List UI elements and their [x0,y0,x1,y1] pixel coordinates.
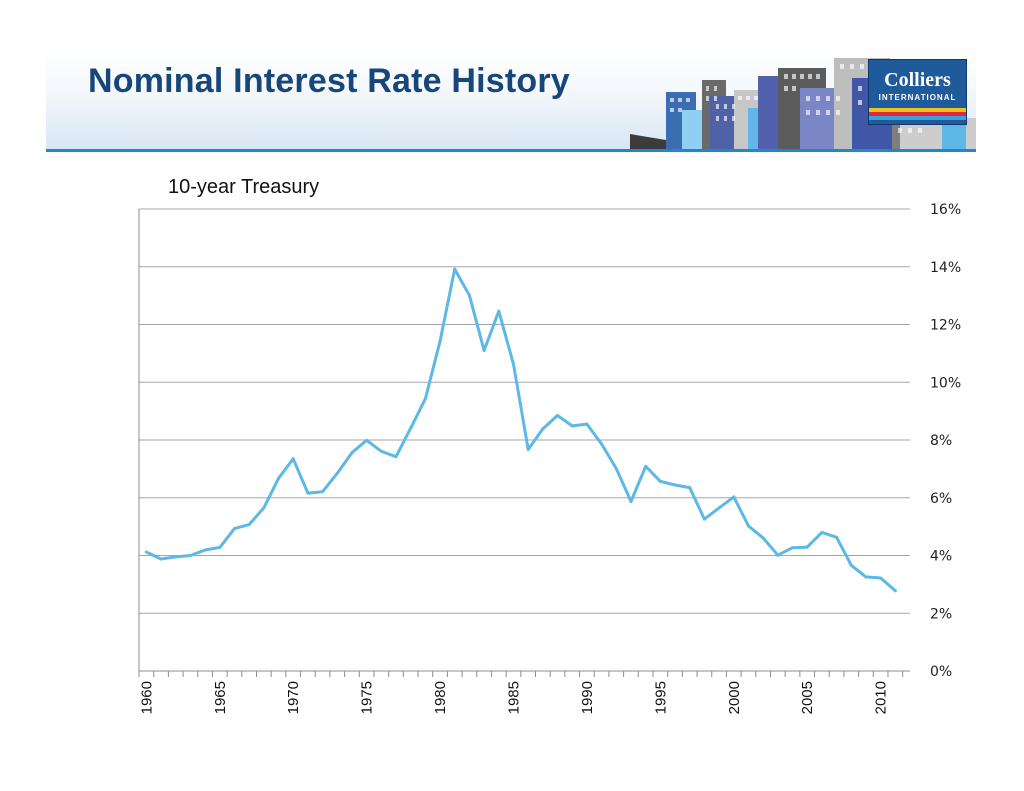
data-point [644,464,648,468]
data-point [277,476,281,480]
data-point [144,550,148,554]
chart-title: 10-year Treasury [168,176,320,198]
data-point [570,424,574,428]
x-tick-label: 1990 [579,681,596,714]
data-point [423,397,427,401]
header-rule [46,149,976,152]
data-point [629,500,633,504]
y-tick-label: 6% [930,491,952,507]
x-tick-label: 1975 [359,681,376,714]
data-point [379,449,383,453]
data-point [438,339,442,343]
data-point [482,348,486,352]
data-point [174,555,178,559]
x-tick-label: 2010 [873,681,890,714]
x-tick-label: 1995 [652,681,669,714]
data-point [453,267,457,271]
y-tick-label: 14% [930,260,961,276]
data-point [394,455,398,459]
y-tick-label: 2% [930,606,952,622]
data-point [526,448,530,452]
y-tick-label: 0% [930,664,952,680]
x-tick-label: 2005 [799,681,816,714]
data-point [791,546,795,550]
data-point [218,545,222,549]
data-point [688,486,692,490]
y-tick-label: 10% [930,375,961,391]
data-point [511,362,515,366]
data-point [188,554,192,557]
page-title: Nominal Interest Rate History [88,62,570,100]
x-tick-label: 1985 [505,681,522,714]
data-point [835,535,839,539]
data-point [247,523,251,527]
y-tick-label: 4% [930,549,952,565]
logo-subtitle: INTERNATIONAL [878,93,957,102]
data-point [159,557,163,561]
data-point [805,545,809,549]
data-point [262,506,266,510]
data-point [864,575,868,579]
data-point [232,527,236,531]
y-tick-label: 12% [930,318,961,334]
y-tick-label: 8% [930,433,952,449]
data-point [614,467,618,471]
data-point [746,524,750,528]
logo-name: Colliers [884,69,951,91]
data-point [761,536,765,540]
data-point [849,563,853,567]
x-tick-label: 1960 [138,681,155,714]
y-tick-label: 16% [930,202,961,218]
data-point [306,491,310,495]
data-point [702,517,706,521]
x-tick-label: 1965 [212,681,229,714]
logo-color-stripes [869,108,966,124]
data-point [556,413,560,417]
x-tick-label: 2000 [726,681,743,714]
data-point [409,426,413,430]
data-point [658,479,662,483]
data-point [350,451,354,455]
logo-stripe-blue [869,116,966,120]
data-point [717,506,721,510]
x-tick-label: 1980 [432,681,449,714]
data-point [879,576,883,580]
data-point [585,422,589,426]
logo-stripe-red [869,112,966,116]
data-point [820,530,824,534]
data-point [291,457,295,461]
logo-stripe-yellow [869,108,966,112]
series-line-10-year-treasury [144,267,897,593]
data-point [321,490,325,494]
data-point [497,309,501,313]
data-point [541,427,545,431]
colliers-logo: Colliers INTERNATIONAL [868,59,967,125]
data-point [776,553,780,557]
data-point [365,438,369,442]
data-point [335,471,339,475]
data-point [732,495,736,499]
x-tick-label: 1970 [285,681,302,714]
data-point [203,548,207,552]
data-point [600,442,604,446]
data-point [893,589,897,593]
data-point [673,483,677,487]
data-point [467,293,471,297]
